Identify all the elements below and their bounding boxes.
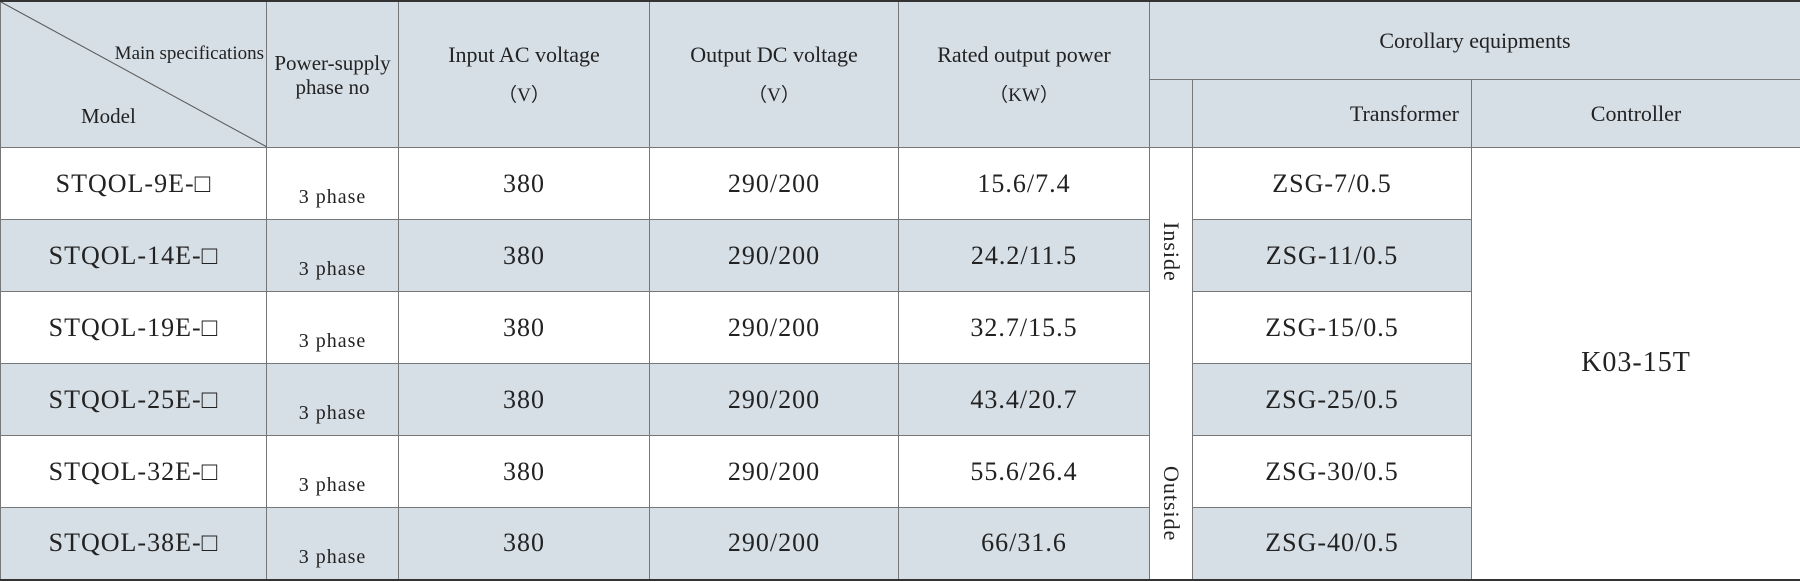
diagonal-line	[1, 2, 267, 147]
model: STQOL-25E-□	[0, 363, 267, 436]
output-unit: （V）	[748, 85, 800, 106]
power-title: Rated output power	[937, 42, 1111, 67]
empty-header	[1149, 79, 1193, 148]
outside: Outside	[1159, 466, 1184, 542]
input-voltage: 380	[398, 147, 650, 220]
model: STQOL-19E-□	[0, 291, 267, 364]
table-body: STQOL-9E-□ 3 phase 380 290/200 15.6/7.4 Insid…	[0, 147, 1800, 580]
rated-power: 43.4/20.7	[898, 363, 1150, 436]
input-voltage: 380	[398, 291, 650, 364]
output-voltage: 290/200	[649, 435, 899, 508]
input-voltage: 380	[398, 435, 650, 508]
input-voltage: 380	[398, 219, 650, 292]
model: STQOL-9E-□	[0, 147, 267, 220]
transformer-header: Transformer	[1192, 79, 1472, 148]
phase-header: Power-supply phase no	[266, 0, 399, 148]
model-header: Model	[81, 104, 136, 128]
controller: K03-15T	[1470, 147, 1800, 580]
phase: 3 phase	[266, 291, 399, 364]
location-cell: Inside	[1149, 147, 1193, 364]
output-voltage: 290/200	[649, 291, 899, 364]
model: STQOL-32E-□	[0, 435, 267, 508]
transformer: ZSG-7/0.5	[1192, 147, 1472, 220]
input-header: Input AC voltage （V）	[398, 0, 650, 148]
transformer: ZSG-15/0.5	[1192, 291, 1472, 364]
transformer: ZSG-30/0.5	[1192, 435, 1472, 508]
input-title: Input AC voltage	[448, 42, 600, 67]
rated-power: 32.7/15.5	[898, 291, 1150, 364]
model: STQOL-14E-□	[0, 219, 267, 292]
table-row: STQOL-32E-□ 3 phase 380 290/200 55.6/26.4 ZSG…	[0, 435, 1800, 508]
output-voltage: 290/200	[649, 219, 899, 292]
rated-power: 66/31.6	[898, 507, 1150, 580]
corollary-header: Corollary equipments	[1148, 0, 1800, 81]
rated-power: 24.2/11.5	[898, 219, 1150, 292]
location-cell: Outside	[1149, 363, 1193, 580]
input-unit: （V）	[498, 85, 550, 106]
rated-power: 15.6/7.4	[898, 147, 1150, 220]
output-voltage: 290/200	[649, 507, 899, 580]
table-row: STQOL-38E-□ 3 phase 380 290/200 66/31.6 ZSG-4…	[0, 507, 1800, 580]
phase: 3 phase	[266, 147, 399, 220]
output-header: Output DC voltage （V）	[649, 0, 899, 148]
phase: 3 phase	[266, 363, 399, 436]
output-title: Output DC voltage	[690, 42, 858, 67]
main-specifications: Main specifications	[114, 43, 264, 64]
model: STQOL-38E-□	[0, 507, 267, 580]
rated-power: 55.6/26.4	[898, 435, 1150, 508]
table-row: STQOL-19E-□ 3 phase 380 290/200 32.7/15.5 ZSG…	[0, 291, 1800, 364]
output-voltage: 290/200	[649, 147, 899, 220]
controller-header: Controller	[1470, 79, 1800, 148]
transformer: ZSG-25/0.5	[1192, 363, 1472, 436]
output-voltage: 290/200	[649, 363, 899, 436]
inside: Inside	[1159, 222, 1184, 283]
transformer: ZSG-40/0.5	[1192, 507, 1472, 580]
phase: 3 phase	[266, 219, 399, 292]
diagonal-header: Main specifications Model	[0, 0, 267, 148]
power-header: Rated output power （KW）	[898, 0, 1150, 148]
table-row: STQOL-9E-□ 3 phase 380 290/200 15.6/7.4 Insid…	[0, 147, 1800, 580]
phase: 3 phase	[266, 507, 399, 580]
input-voltage: 380	[398, 507, 650, 580]
transformer: ZSG-11/0.5	[1192, 219, 1472, 292]
power-unit: （KW）	[989, 85, 1059, 106]
table-row: STQOL-14E-□ 3 phase 380 290/200 24.2/11.5 ZSG…	[0, 219, 1800, 292]
phase: 3 phase	[266, 435, 399, 508]
input-voltage: 380	[398, 363, 650, 436]
